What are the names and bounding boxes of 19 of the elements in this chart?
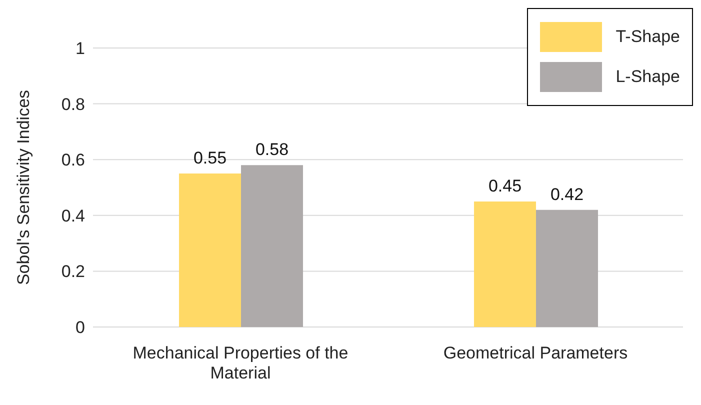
y-tick-label: 0.8 (61, 94, 85, 114)
x-tick-label: Mechanical Properties of the Material (132, 343, 348, 383)
x-tick-label: Geometrical Parameters (443, 343, 628, 362)
data-label: 0.45 (488, 176, 522, 196)
y-tick-label: 0.4 (61, 206, 85, 226)
y-tick-label: 1 (76, 39, 85, 58)
data-label: 0.42 (550, 184, 584, 204)
y-tick-label: 0.2 (61, 262, 85, 282)
y-axis-title: Sobol's Sensitivity Indices (14, 90, 34, 286)
bar (474, 201, 536, 327)
bar (179, 174, 241, 327)
legend-label: T-Shape (616, 27, 680, 47)
legend-label: L-Shape (616, 67, 680, 87)
y-tick-label: 0.6 (61, 150, 85, 170)
y-tick-label: 0 (76, 318, 85, 338)
data-label: 0.58 (255, 140, 289, 160)
data-label: 0.55 (193, 148, 227, 168)
bar (241, 165, 303, 327)
bar (536, 210, 598, 327)
